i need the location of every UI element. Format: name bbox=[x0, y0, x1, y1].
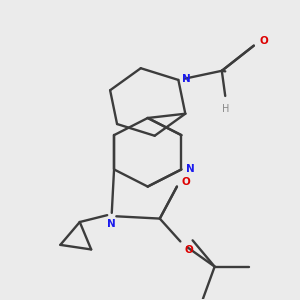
Text: N: N bbox=[107, 219, 116, 229]
Text: N: N bbox=[182, 74, 190, 84]
Text: O: O bbox=[182, 177, 190, 187]
Text: N: N bbox=[186, 164, 195, 174]
Text: O: O bbox=[185, 245, 194, 255]
Text: H: H bbox=[221, 104, 229, 114]
Text: O: O bbox=[260, 36, 268, 46]
